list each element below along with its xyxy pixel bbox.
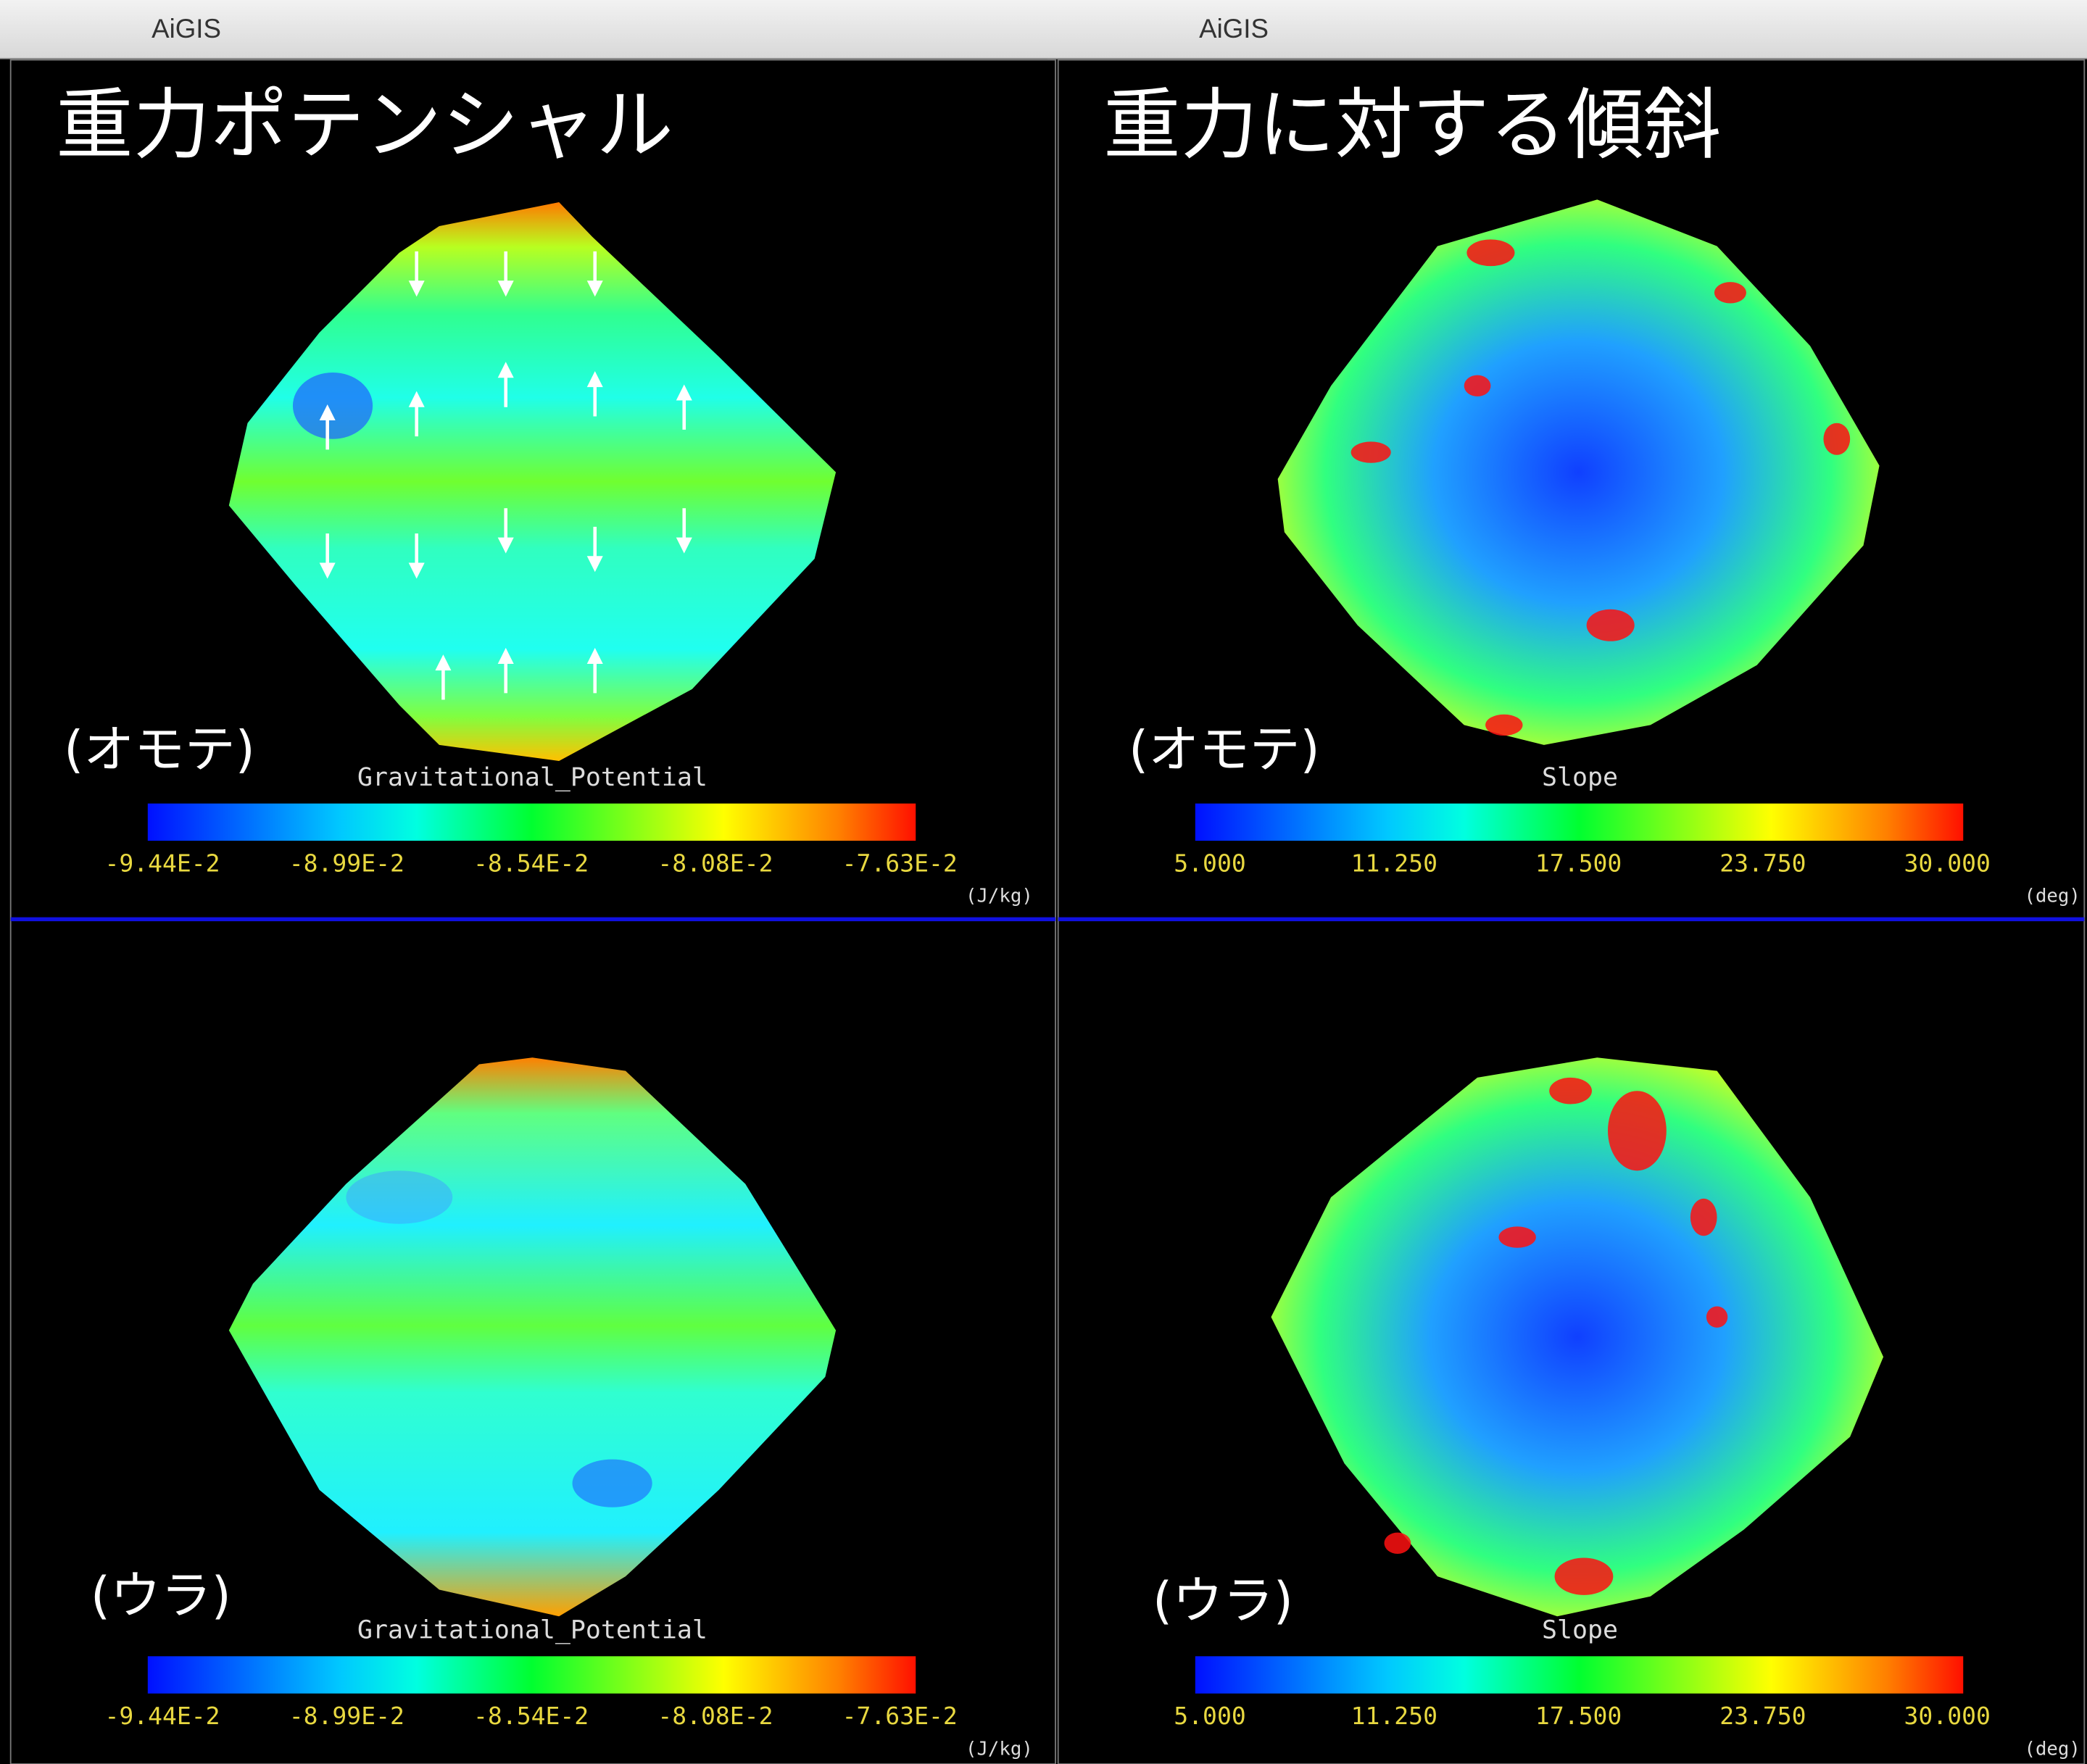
steep-area xyxy=(1555,1557,1614,1594)
colorbar-tick-label: -8.99E-2 xyxy=(289,849,404,878)
steep-area xyxy=(1690,1199,1717,1236)
steep-area xyxy=(1385,1533,1411,1554)
colorbar xyxy=(148,804,916,841)
colorbar-tick-label: -9.44E-2 xyxy=(104,849,220,878)
colorbar-title: Slope xyxy=(1542,1615,1618,1644)
low-potential-area xyxy=(346,1170,452,1223)
steep-area xyxy=(1587,610,1635,641)
colorbar-title: Gravitational_Potential xyxy=(357,763,708,792)
steep-area xyxy=(1498,1226,1535,1247)
window-title: AiGIS xyxy=(1199,14,1269,43)
colorbar-tick-label: 5.000 xyxy=(1174,1702,1245,1730)
colorbar-tick-label: -9.44E-2 xyxy=(104,1702,220,1730)
colorbar-tick-label: -8.08E-2 xyxy=(657,849,773,878)
colorbar-tick-label: -8.54E-2 xyxy=(473,849,589,878)
colorbar-tick-label: -7.63E-2 xyxy=(842,1702,958,1730)
view-label: (ウラ) xyxy=(1153,1572,1293,1631)
low-potential-area xyxy=(293,373,373,439)
colorbar-unit: (J/kg) xyxy=(966,1738,1033,1760)
colorbar-title: Gravitational_Potential xyxy=(357,1615,708,1644)
colorbar-tick-label: 17.500 xyxy=(1535,849,1622,878)
colorbar-unit: (deg) xyxy=(2024,886,2080,907)
colorbar-tick-label: 11.250 xyxy=(1351,849,1437,878)
steep-area xyxy=(1464,375,1491,396)
window-title: AiGIS xyxy=(152,14,221,43)
colorbar-tick-label: -8.99E-2 xyxy=(289,1702,404,1730)
colorbar-unit: (J/kg) xyxy=(966,886,1033,907)
colorbar-tick-label: 30.000 xyxy=(1904,849,1991,878)
low-potential-area xyxy=(573,1460,652,1507)
steep-area xyxy=(1823,423,1850,455)
colorbar xyxy=(148,1656,916,1693)
steep-area xyxy=(1351,441,1391,462)
colorbar-tick-label: 11.250 xyxy=(1351,1702,1437,1730)
colorbar-tick-label: 17.500 xyxy=(1535,1702,1622,1730)
steep-area xyxy=(1466,239,1514,266)
colorbar-tick-label: 23.750 xyxy=(1719,1702,1806,1730)
screen: AiGIS 重力ポテンシャル (オモテ) Gravitational_Potentia… xyxy=(0,0,2087,1764)
view-label: (オモテ) xyxy=(64,720,255,779)
colorbar xyxy=(1195,804,1963,841)
colorbar-tick-label: -7.63E-2 xyxy=(842,849,958,878)
colorbar-title: Slope xyxy=(1542,763,1618,792)
colorbar-unit: (deg) xyxy=(2024,1738,2080,1760)
page: AiGIS {"windows": [ {"title": "AiGIS", "… xyxy=(0,0,2087,1764)
colorbar-tick-label: 30.000 xyxy=(1904,1702,1991,1730)
steep-area xyxy=(1485,715,1522,736)
colorbar-tick-label: -8.08E-2 xyxy=(657,1702,773,1730)
colorbar xyxy=(1195,1656,1963,1693)
body: AiGIS 重力ポテンシャル (オモテ) Gravitational_Potentia… xyxy=(0,0,2087,1764)
heading: 重力に対する傾斜 xyxy=(1103,80,1721,170)
steep-area xyxy=(1714,282,1746,303)
colorbar-tick-label: 23.750 xyxy=(1719,849,1806,878)
steep-area xyxy=(1706,1307,1727,1328)
steep-area xyxy=(1549,1078,1592,1104)
view-label: (ウラ) xyxy=(91,1566,231,1625)
view-label: (オモテ) xyxy=(1129,720,1320,779)
colorbar-tick-label: 5.000 xyxy=(1174,849,1245,878)
steep-area xyxy=(1608,1091,1667,1170)
heading: 重力ポテンシャル xyxy=(56,80,673,170)
colorbar-tick-label: -8.54E-2 xyxy=(473,1702,589,1730)
